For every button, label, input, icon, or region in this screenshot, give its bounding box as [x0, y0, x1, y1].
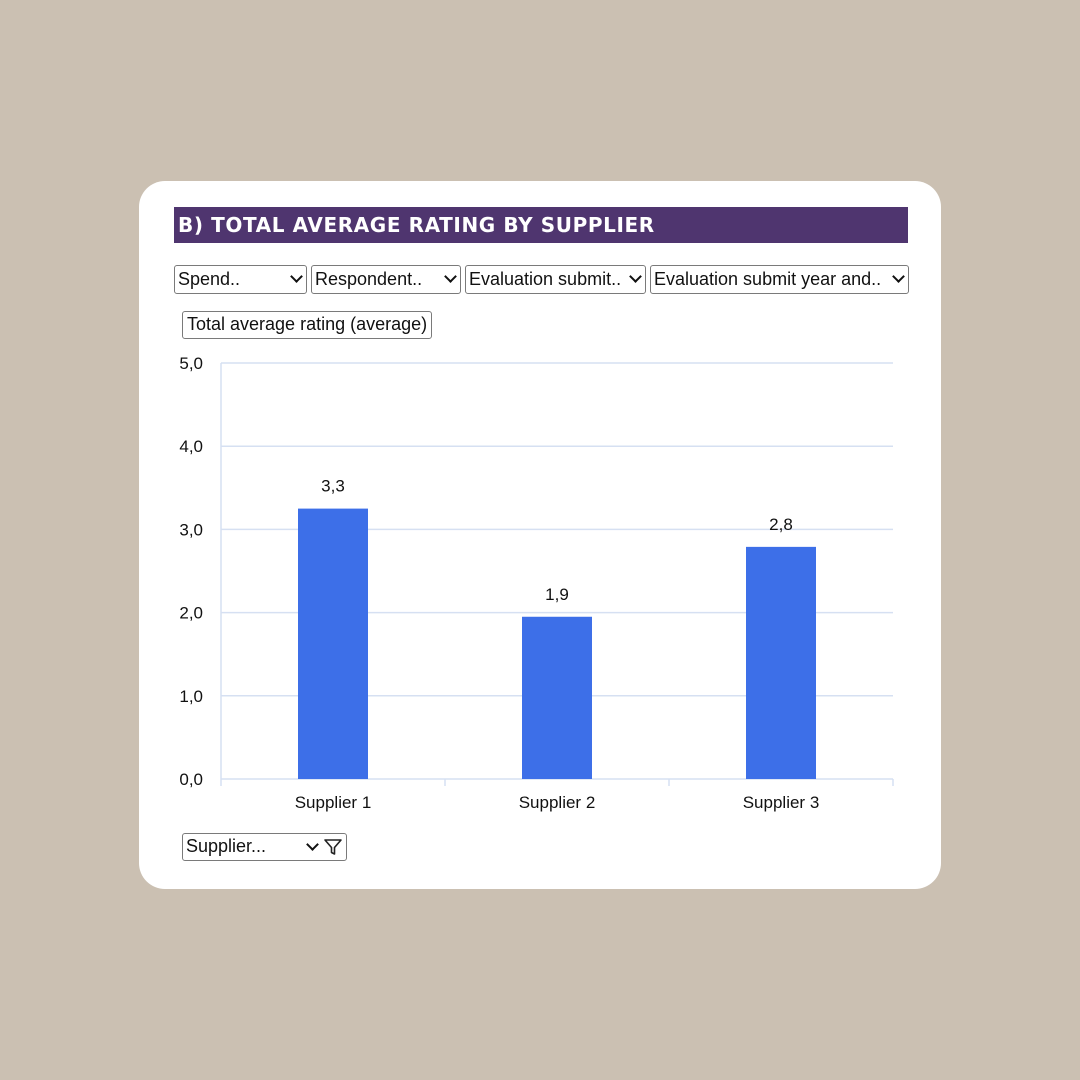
data-label: 1,9 — [545, 585, 569, 604]
bar — [298, 508, 368, 779]
x-tick-label: Supplier 3 — [743, 793, 820, 812]
filter-icon[interactable] — [323, 837, 343, 857]
evaluation-submit-filter-label: Evaluation submit.. — [469, 269, 622, 289]
respondent-filter[interactable]: Respondent.. — [311, 265, 461, 294]
supplier-filter[interactable]: Supplier... — [182, 833, 347, 861]
y-tick-label: 0,0 — [179, 770, 203, 789]
y-tick-label: 3,0 — [179, 520, 203, 539]
y-tick-label: 1,0 — [179, 687, 203, 706]
x-tick-label: Supplier 1 — [295, 793, 372, 812]
bar — [746, 546, 816, 779]
measure-button[interactable]: Total average rating (average) — [182, 311, 433, 339]
y-tick-label: 4,0 — [179, 437, 203, 456]
supplier-filter-label: Supplier... — [186, 836, 267, 856]
evaluation-submit-year-filter[interactable]: Evaluation submit year and.. — [650, 265, 909, 294]
data-label: 2,8 — [769, 515, 793, 534]
evaluation-submit-year-filter-label: Evaluation submit year and.. — [654, 269, 882, 289]
bar-chart: 0,0 1,0 2,0 3,0 4,0 5,0 3,3 Supplier 1 1,9 Suppli… — [179, 354, 894, 812]
y-tick-label: 5,0 — [179, 354, 203, 373]
data-label: 3,3 — [321, 477, 345, 496]
chart-title: B) TOTAL AVERAGE RATING BY SUPPLIER — [174, 207, 908, 243]
spend-filter[interactable]: Spend.. — [174, 265, 307, 294]
bar — [522, 616, 592, 779]
respondent-filter-label: Respondent.. — [315, 269, 423, 289]
chevron-down-icon — [306, 838, 319, 851]
evaluation-submit-filter[interactable]: Evaluation submit.. — [465, 265, 646, 294]
y-tick-label: 2,0 — [179, 604, 203, 623]
chart-card: B) TOTAL AVERAGE RATING BY SUPPLIER Spen… — [139, 181, 941, 889]
x-tick-label: Supplier 2 — [519, 793, 596, 812]
spend-filter-label: Spend.. — [178, 269, 241, 289]
